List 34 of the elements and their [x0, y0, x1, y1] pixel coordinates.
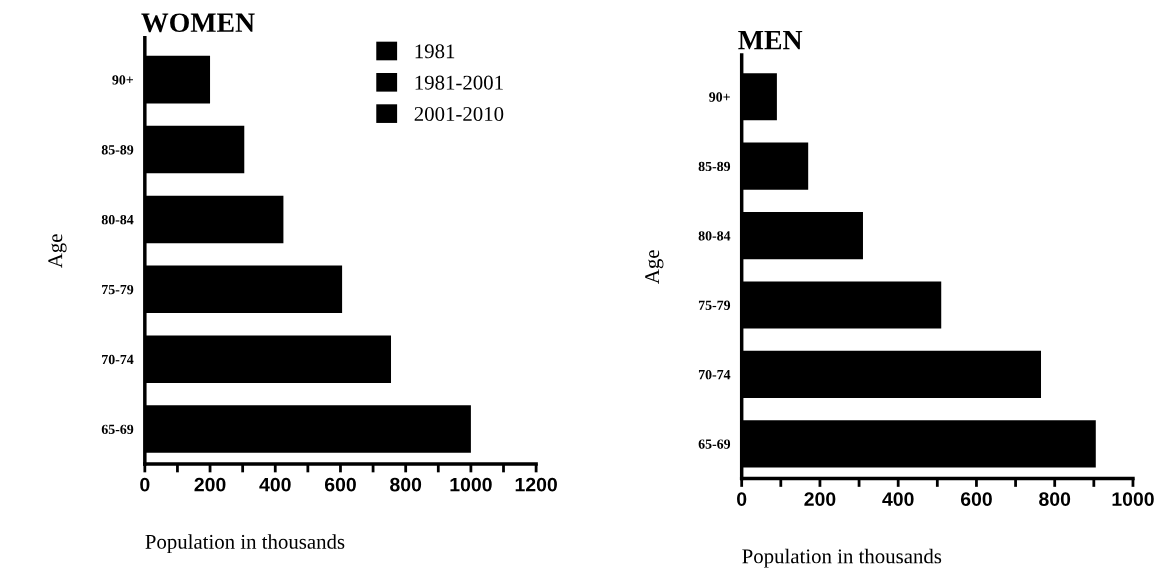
y-tick-label: 65-69: [101, 424, 134, 435]
y-tick-label: 70-74: [698, 369, 731, 380]
x-tick-label: 200: [804, 492, 836, 506]
y-tick-label: 85-89: [698, 161, 731, 172]
y-tick-label: 85-89: [101, 145, 134, 155]
x-tick-label: 1200: [515, 477, 557, 492]
y-tick-label: 80-84: [698, 231, 731, 241]
x-tick-label: 200: [194, 477, 226, 492]
chart-title: WOMEN: [141, 13, 255, 33]
x-tick-label: 0: [737, 492, 747, 506]
legend-label: 2001-2010: [414, 106, 504, 121]
x-axis-title: Population in thousands: [742, 548, 942, 568]
legend-label: 1981-2001: [415, 75, 503, 90]
x-tick-label: 600: [324, 477, 356, 492]
x-tick-label: 1000: [1112, 492, 1154, 506]
x-tick-label: 600: [960, 492, 992, 506]
x-tick-label: 800: [1039, 492, 1071, 506]
x-tick-label: 400: [882, 492, 914, 506]
y-tick-label: 75-79: [102, 284, 134, 295]
y-tick-label: 90+: [709, 92, 730, 102]
y-tick-label: 75-79: [698, 300, 731, 310]
x-tick-label: 800: [390, 477, 422, 492]
y-tick-label: 80-84: [101, 214, 134, 225]
y-tick-label: 65-69: [698, 439, 731, 449]
y-tick-label: 70-74: [102, 354, 134, 365]
x-tick-label: 0: [140, 477, 150, 492]
x-tick-label: 1000: [450, 477, 492, 492]
x-tick-label: 400: [259, 477, 291, 492]
chart-title: MEN: [738, 30, 803, 50]
legend-label: 1981: [415, 44, 455, 59]
y-tick-label: 90+: [112, 75, 133, 85]
x-axis-title: Population in thousands: [145, 534, 345, 554]
y-axis-title: Age: [48, 234, 67, 268]
y-axis-title: Age: [645, 250, 664, 284]
